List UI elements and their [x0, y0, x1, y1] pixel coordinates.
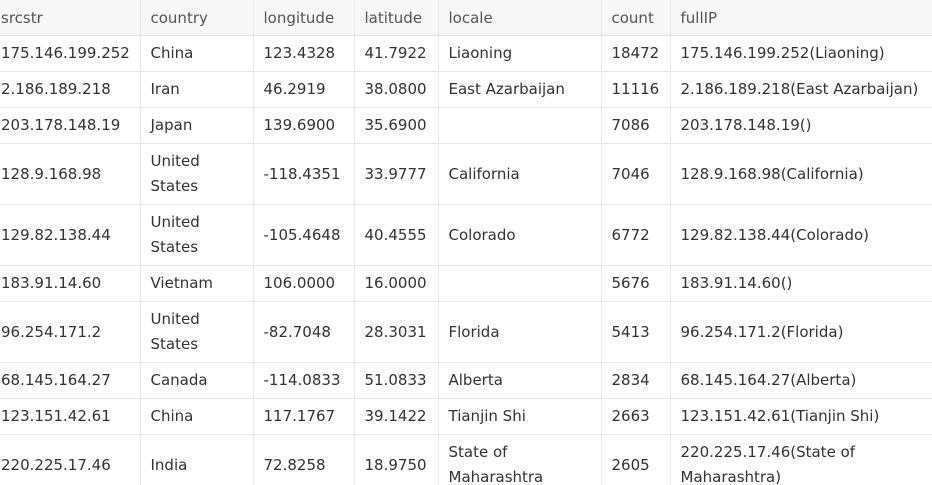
cell-count: 5413 — [601, 301, 671, 363]
table-row: 68.145.164.27 Canada -114.0833 51.0833 A… — [0, 362, 932, 399]
cell-fullip: 175.146.199.252(Liaoning) — [670, 35, 932, 72]
cell-country: United States — [140, 301, 254, 363]
cell-count: 2605 — [601, 434, 671, 485]
column-header-longitude[interactable]: longitude — [253, 0, 355, 36]
cell-longitude: 123.4328 — [253, 35, 355, 72]
cell-count: 2834 — [601, 362, 671, 399]
table-row: 2.186.189.218 Iran 46.2919 38.0800 East … — [0, 71, 932, 108]
cell-fullip: 123.151.42.61(Tianjin Shi) — [670, 398, 932, 435]
cell-country: China — [140, 35, 254, 72]
cell-locale — [438, 265, 602, 302]
cell-count: 2663 — [601, 398, 671, 435]
cell-srcstr: 96.254.171.2 — [0, 301, 141, 363]
cell-srcstr: 175.146.199.252 — [0, 35, 141, 72]
column-header-country[interactable]: country — [140, 0, 254, 36]
cell-fullip: 129.82.138.44(Colorado) — [670, 204, 932, 266]
cell-latitude: 38.0800 — [354, 71, 439, 108]
cell-latitude: 16.0000 — [354, 265, 439, 302]
cell-longitude: 117.1767 — [253, 398, 355, 435]
cell-longitude: -114.0833 — [253, 362, 355, 399]
table-row: 220.225.17.46 India 72.8258 18.9750 Stat… — [0, 434, 932, 485]
cell-country: Iran — [140, 71, 254, 108]
cell-srcstr: 129.82.138.44 — [0, 204, 141, 266]
cell-latitude: 28.3031 — [354, 301, 439, 363]
cell-count: 6772 — [601, 204, 671, 266]
cell-country: India — [140, 434, 254, 485]
table-row: 123.151.42.61 China 117.1767 39.1422 Tia… — [0, 398, 932, 435]
cell-country: Canada — [140, 362, 254, 399]
cell-latitude: 41.7922 — [354, 35, 439, 72]
cell-srcstr: 2.186.189.218 — [0, 71, 141, 108]
cell-locale: Liaoning — [438, 35, 602, 72]
cell-fullip: 183.91.14.60() — [670, 265, 932, 302]
cell-country: Japan — [140, 107, 254, 144]
cell-count: 5676 — [601, 265, 671, 302]
cell-latitude: 18.9750 — [354, 434, 439, 485]
column-header-srcstr[interactable]: srcstr — [0, 0, 141, 36]
cell-longitude: 139.6900 — [253, 107, 355, 144]
cell-locale: California — [438, 143, 602, 205]
table-row: 128.9.168.98 United States -118.4351 33.… — [0, 143, 932, 205]
cell-locale: Tianjin Shi — [438, 398, 602, 435]
cell-locale: Florida — [438, 301, 602, 363]
cell-fullip: 203.178.148.19() — [670, 107, 932, 144]
column-header-count[interactable]: count — [601, 0, 671, 36]
column-header-latitude[interactable]: latitude — [354, 0, 439, 36]
cell-srcstr: 123.151.42.61 — [0, 398, 141, 435]
column-header-fullip[interactable]: fullIP — [670, 0, 932, 36]
cell-longitude: 72.8258 — [253, 434, 355, 485]
cell-locale: East Azarbaijan — [438, 71, 602, 108]
cell-latitude: 35.6900 — [354, 107, 439, 144]
cell-latitude: 39.1422 — [354, 398, 439, 435]
cell-longitude: -118.4351 — [253, 143, 355, 205]
table-row: 175.146.199.252 China 123.4328 41.7922 L… — [0, 35, 932, 72]
cell-fullip: 68.145.164.27(Alberta) — [670, 362, 932, 399]
table-row: 129.82.138.44 United States -105.4648 40… — [0, 204, 932, 266]
cell-country: China — [140, 398, 254, 435]
cell-count: 11116 — [601, 71, 671, 108]
table-row: 183.91.14.60 Vietnam 106.0000 16.0000 56… — [0, 265, 932, 302]
cell-country: Vietnam — [140, 265, 254, 302]
cell-count: 7046 — [601, 143, 671, 205]
cell-srcstr: 128.9.168.98 — [0, 143, 141, 205]
cell-locale: State of Maharashtra — [438, 434, 602, 485]
cell-count: 18472 — [601, 35, 671, 72]
cell-country: United States — [140, 143, 254, 205]
table-row: 96.254.171.2 United States -82.7048 28.3… — [0, 301, 932, 363]
cell-locale: Colorado — [438, 204, 602, 266]
cell-count: 7086 — [601, 107, 671, 144]
column-header-locale[interactable]: locale — [438, 0, 602, 36]
cell-latitude: 33.9777 — [354, 143, 439, 205]
cell-fullip: 128.9.168.98(California) — [670, 143, 932, 205]
cell-longitude: -105.4648 — [253, 204, 355, 266]
cell-latitude: 40.4555 — [354, 204, 439, 266]
cell-longitude: 46.2919 — [253, 71, 355, 108]
cell-srcstr: 203.178.148.19 — [0, 107, 141, 144]
cell-latitude: 51.0833 — [354, 362, 439, 399]
cell-longitude: 106.0000 — [253, 265, 355, 302]
cell-fullip: 220.225.17.46(State of Maharashtra) — [670, 434, 932, 485]
cell-country: United States — [140, 204, 254, 266]
cell-locale — [438, 107, 602, 144]
cell-fullip: 2.186.189.218(East Azarbaijan) — [670, 71, 932, 108]
cell-srcstr: 68.145.164.27 — [0, 362, 141, 399]
cell-fullip: 96.254.171.2(Florida) — [670, 301, 932, 363]
table-row: 203.178.148.19 Japan 139.6900 35.6900 70… — [0, 107, 932, 144]
table-header-row: srcstr country longitude latitude locale… — [0, 0, 932, 36]
cell-locale: Alberta — [438, 362, 602, 399]
cell-srcstr: 220.225.17.46 — [0, 434, 141, 485]
cell-srcstr: 183.91.14.60 — [0, 265, 141, 302]
cell-longitude: -82.7048 — [253, 301, 355, 363]
